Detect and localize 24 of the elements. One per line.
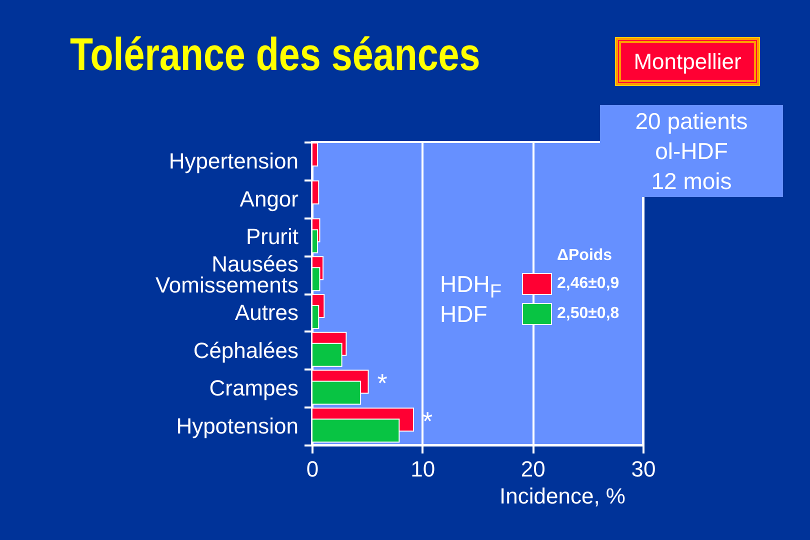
y-tick-label: Angor <box>240 186 298 212</box>
y-tick-label: Prurit <box>246 224 298 250</box>
x-axis-title: Incidence, % <box>500 484 626 508</box>
legend-label: HDH$_{F}$ <box>440 271 502 303</box>
info-box: 20 patients ol-HDF 12 mois <box>600 105 783 197</box>
chart-title: Tolérance des séances <box>70 28 480 80</box>
legend-label: HDF <box>440 301 488 327</box>
annotation: 20 patients ol-HDF 12 mois <box>635 107 748 196</box>
x-tick-label: 10 <box>410 456 436 482</box>
y-tick-label: Céphalées <box>193 338 298 363</box>
y-tick-label: Crampes <box>209 376 298 401</box>
annotation: * <box>377 368 388 398</box>
y-tick-label: Nausées Vomissements <box>155 252 298 298</box>
annotation: * <box>422 406 433 436</box>
y-tick-label: Hypotension <box>176 414 298 439</box>
annotation: 2,50±0,8 <box>557 304 620 324</box>
annotation: 2,46±0,9 <box>557 274 620 294</box>
legend-title: ΔPoids <box>557 246 612 266</box>
x-tick-label: 20 <box>520 456 546 482</box>
x-tick-label: 30 <box>631 456 656 482</box>
y-tick-label: Hypertension <box>168 148 298 174</box>
x-tick-label: 0 <box>306 456 319 482</box>
y-tick-label: Autres <box>234 300 298 325</box>
label-box: Montpellier <box>616 38 759 85</box>
